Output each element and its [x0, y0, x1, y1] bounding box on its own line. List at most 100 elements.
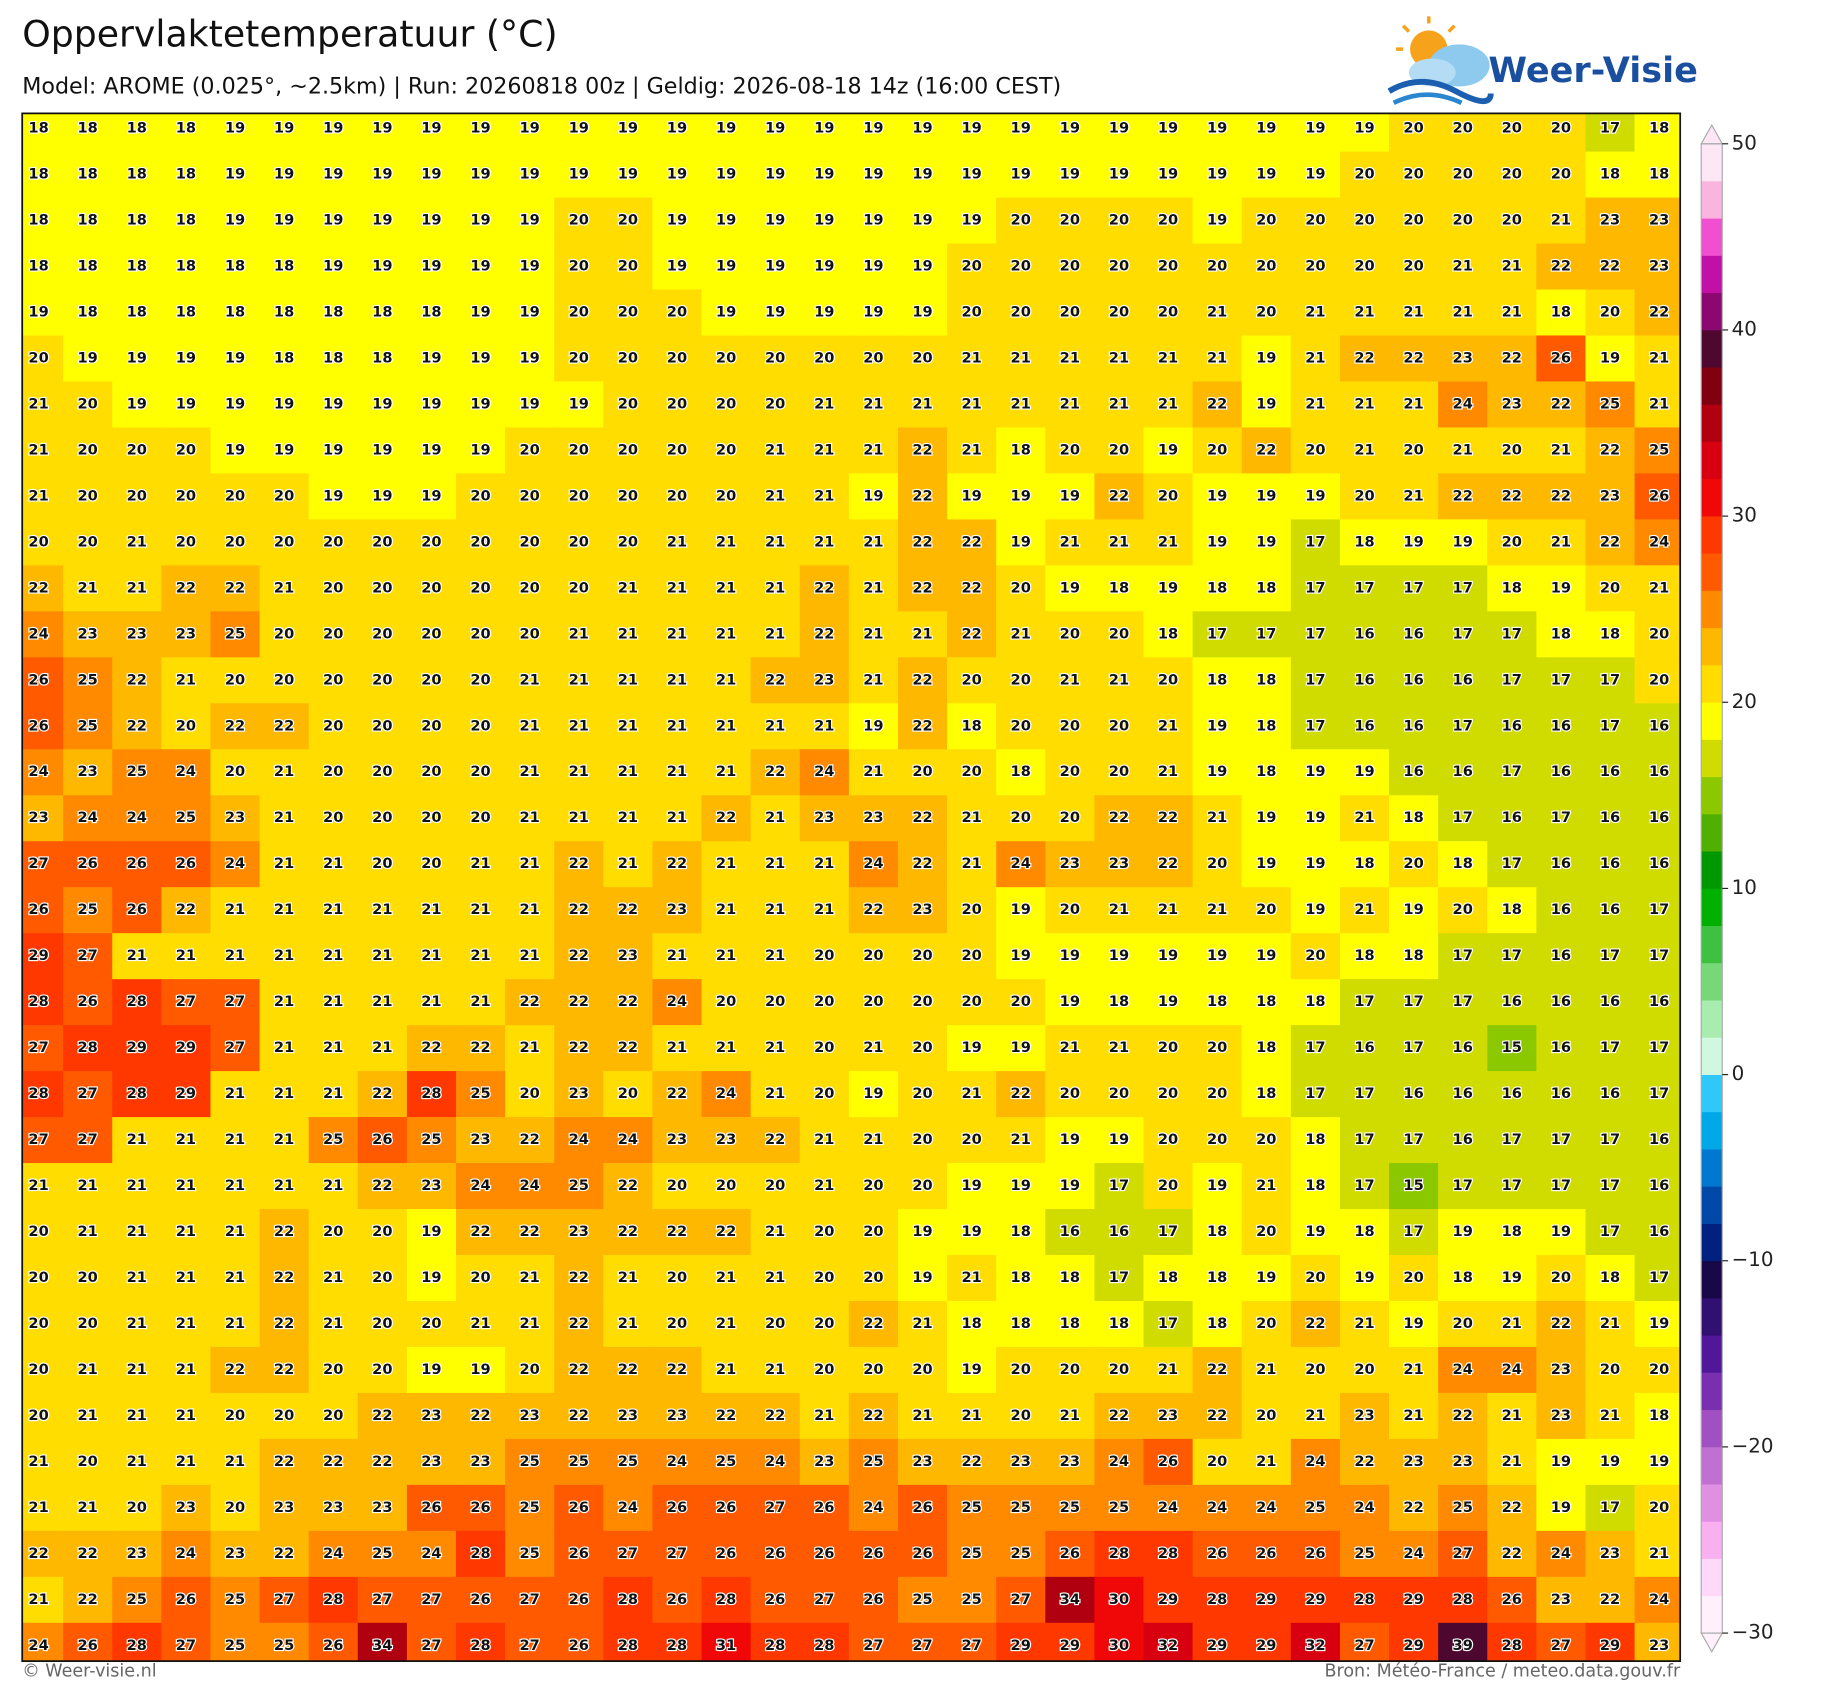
temperature-cell — [63, 1071, 113, 1118]
temperature-label: 21 — [1305, 349, 1325, 366]
temperature-label: 19 — [421, 1269, 441, 1286]
temperature-cell — [259, 427, 310, 474]
temperature-label: 21 — [765, 579, 785, 596]
temperature-label: 17 — [1305, 717, 1325, 734]
temperature-label: 19 — [863, 487, 883, 504]
temperature-label: 24 — [618, 1499, 638, 1516]
temperature-label: 27 — [28, 855, 48, 872]
temperature-cell — [63, 113, 113, 153]
temperature-label: 17 — [1403, 1131, 1423, 1148]
temperature-label: 23 — [274, 1499, 294, 1516]
temperature-cell — [1290, 703, 1341, 750]
temperature-label: 20 — [470, 1269, 490, 1286]
temperature-label: 18 — [1207, 579, 1227, 596]
temperature-label: 18 — [78, 303, 98, 320]
temperature-label: 21 — [1502, 1453, 1522, 1470]
temperature-label: 20 — [78, 487, 98, 504]
temperature-label: 16 — [1649, 855, 1669, 872]
temperature-label: 23 — [667, 1407, 687, 1424]
temperature-cell — [897, 979, 948, 1026]
temperature-label: 17 — [1305, 671, 1325, 688]
temperature-cell — [1143, 1530, 1194, 1578]
temperature-label: 20 — [863, 947, 883, 964]
temperature-cell — [996, 611, 1046, 658]
subtitle: Model: AROME (0.025°, ~2.5km) | Run: 202… — [22, 74, 1061, 100]
temperature-label: 21 — [1207, 303, 1227, 320]
temperature-cell — [22, 1209, 64, 1256]
temperature-label: 20 — [667, 1315, 687, 1332]
temperature-cell — [701, 979, 752, 1026]
temperature-cell — [701, 1622, 752, 1662]
colorbar-tick-label: −20 — [1732, 1434, 1774, 1457]
temperature-cell — [1634, 1576, 1681, 1624]
temperature-label: 20 — [1158, 487, 1178, 504]
temperature-cell — [406, 113, 457, 153]
temperature-label: 20 — [1453, 901, 1473, 918]
temperature-label: 20 — [814, 993, 834, 1010]
temperature-label: 20 — [667, 1177, 687, 1194]
temperature-cell — [1585, 1071, 1636, 1118]
temperature-label: 21 — [1502, 258, 1522, 275]
temperature-label: 16 — [1502, 993, 1522, 1010]
temperature-label: 17 — [1551, 1177, 1571, 1194]
temperature-label: 20 — [225, 1499, 245, 1516]
temperature-label: 29 — [1207, 1637, 1227, 1654]
temperature-label: 21 — [323, 947, 343, 964]
temperature-cell — [1241, 1622, 1292, 1662]
temperature-label: 21 — [569, 625, 589, 642]
temperature-cell — [897, 611, 948, 658]
temperature-label: 23 — [1453, 349, 1473, 366]
temperature-label: 22 — [1207, 1407, 1227, 1424]
temperature-label: 18 — [176, 212, 196, 229]
temperature-cell — [848, 1530, 899, 1578]
temperature-cell — [1487, 887, 1537, 934]
temperature-label: 21 — [127, 1269, 147, 1286]
temperature-cell — [996, 841, 1046, 888]
temperature-label: 19 — [667, 120, 687, 137]
temperature-label: 29 — [1060, 1637, 1080, 1654]
temperature-cell — [1339, 519, 1390, 566]
temperature-label: 16 — [1354, 671, 1374, 688]
temperature-cell — [505, 1209, 555, 1256]
temperature-cell — [210, 1163, 261, 1210]
temperature-cell — [1094, 611, 1145, 658]
temperature-label: 24 — [421, 1545, 441, 1562]
temperature-label: 22 — [1453, 1407, 1473, 1424]
temperature-label: 20 — [1354, 212, 1374, 229]
temperature-label: 19 — [1502, 1269, 1522, 1286]
temperature-label: 20 — [765, 1315, 785, 1332]
temperature-cell — [1339, 1622, 1390, 1662]
temperature-cell — [848, 933, 899, 980]
temperature-cell — [406, 1071, 457, 1118]
temperature-cell — [308, 197, 359, 245]
temperature-cell — [1192, 1576, 1243, 1624]
temperature-cell — [603, 473, 654, 520]
temperature-label: 23 — [1600, 212, 1620, 229]
temperature-cell — [357, 335, 408, 383]
temperature-cell — [603, 1300, 654, 1348]
temperature-cell — [406, 1163, 457, 1210]
temperature-label: 22 — [1600, 1591, 1620, 1608]
temperature-label: 21 — [28, 487, 48, 504]
temperature-label: 19 — [225, 395, 245, 412]
temperature-label: 24 — [78, 809, 98, 826]
temperature-label: 19 — [1256, 809, 1276, 826]
temperature-label: 16 — [1600, 855, 1620, 872]
temperature-cell — [1045, 841, 1095, 888]
temperature-cell — [848, 1117, 899, 1164]
temperature-label: 21 — [961, 349, 981, 366]
temperature-label: 20 — [1207, 441, 1227, 458]
temperature-label: 20 — [28, 1361, 48, 1378]
temperature-cell — [750, 1392, 801, 1440]
temperature-label: 21 — [1158, 901, 1178, 918]
temperature-label: 21 — [1109, 1039, 1129, 1056]
temperature-cell — [701, 427, 752, 474]
temperature-cell — [1290, 887, 1341, 934]
temperature-label: 24 — [1256, 1499, 1276, 1516]
temperature-label: 21 — [618, 717, 638, 734]
temperature-label: 21 — [912, 1407, 932, 1424]
temperature-cell — [112, 113, 162, 153]
temperature-label: 19 — [618, 166, 638, 183]
temperature-cell — [1438, 1530, 1488, 1578]
temperature-cell — [505, 113, 555, 153]
